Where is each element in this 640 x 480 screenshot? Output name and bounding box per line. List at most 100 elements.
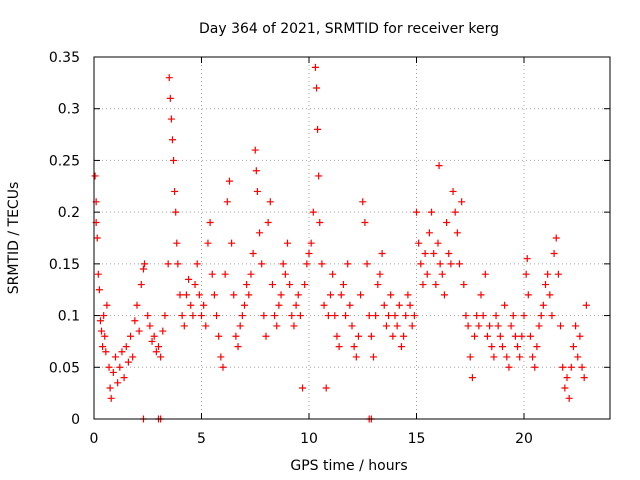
data-point bbox=[471, 332, 479, 340]
data-point bbox=[208, 270, 216, 278]
data-point bbox=[520, 312, 528, 320]
data-point bbox=[311, 63, 319, 71]
data-point bbox=[202, 322, 210, 330]
data-point bbox=[436, 260, 444, 268]
data-points bbox=[91, 63, 590, 423]
data-point bbox=[552, 234, 560, 242]
data-point bbox=[275, 301, 283, 309]
data-point bbox=[400, 332, 408, 340]
data-point bbox=[331, 312, 339, 320]
y-tick-label: 0.3 bbox=[58, 102, 80, 118]
x-tick-label: 5 bbox=[197, 431, 206, 447]
plot-frame bbox=[93, 56, 611, 420]
data-point bbox=[415, 239, 423, 247]
data-point bbox=[178, 312, 186, 320]
data-point bbox=[271, 312, 279, 320]
data-point bbox=[284, 239, 291, 247]
data-point bbox=[137, 281, 145, 289]
data-point bbox=[314, 125, 322, 133]
data-point bbox=[428, 208, 436, 216]
data-point bbox=[565, 394, 573, 402]
data-point bbox=[253, 187, 261, 195]
data-point bbox=[131, 317, 139, 325]
data-point bbox=[537, 312, 545, 320]
data-point bbox=[230, 291, 238, 299]
data-point bbox=[503, 353, 511, 361]
data-point bbox=[496, 332, 504, 340]
data-point bbox=[473, 312, 481, 320]
x-tick-label: 15 bbox=[408, 431, 426, 447]
data-point bbox=[268, 281, 276, 289]
data-point bbox=[451, 208, 459, 216]
data-point bbox=[404, 291, 412, 299]
data-point bbox=[574, 353, 582, 361]
data-point bbox=[219, 363, 227, 371]
data-point bbox=[262, 332, 270, 340]
data-point bbox=[99, 343, 107, 351]
data-point bbox=[166, 94, 174, 102]
data-point bbox=[303, 260, 311, 268]
data-point bbox=[206, 218, 214, 226]
data-point bbox=[135, 327, 143, 335]
axis-ticks bbox=[93, 56, 610, 420]
data-point bbox=[93, 234, 101, 242]
y-tick-label: 0.15 bbox=[49, 257, 80, 273]
data-point bbox=[260, 312, 268, 320]
data-point bbox=[342, 312, 350, 320]
data-point bbox=[352, 353, 360, 361]
data-point bbox=[185, 275, 193, 283]
data-point bbox=[107, 394, 115, 402]
data-point bbox=[456, 260, 463, 268]
data-point bbox=[105, 363, 113, 371]
data-point bbox=[445, 250, 453, 258]
data-point bbox=[397, 343, 405, 351]
data-point bbox=[198, 312, 205, 320]
data-point bbox=[492, 312, 500, 320]
data-point bbox=[507, 322, 515, 330]
data-point bbox=[94, 270, 102, 278]
data-point bbox=[391, 312, 399, 320]
data-point bbox=[228, 239, 236, 247]
data-point bbox=[91, 172, 99, 180]
data-point bbox=[120, 374, 128, 382]
data-point bbox=[320, 301, 328, 309]
data-point bbox=[301, 281, 309, 289]
data-point bbox=[402, 312, 410, 320]
data-point bbox=[423, 270, 431, 278]
data-point bbox=[357, 291, 365, 299]
data-point bbox=[290, 322, 298, 330]
data-point bbox=[148, 337, 156, 345]
data-point bbox=[273, 322, 281, 330]
data-point bbox=[488, 343, 496, 351]
data-point bbox=[299, 384, 307, 392]
data-point bbox=[155, 343, 162, 351]
data-point bbox=[363, 260, 371, 268]
data-point bbox=[174, 260, 182, 268]
data-point bbox=[191, 281, 199, 289]
data-point bbox=[561, 384, 569, 392]
data-point bbox=[329, 270, 337, 278]
data-point bbox=[241, 301, 248, 309]
data-point bbox=[252, 167, 260, 175]
data-point bbox=[167, 115, 175, 123]
data-point bbox=[554, 270, 562, 278]
data-point bbox=[234, 343, 242, 351]
data-point bbox=[215, 332, 223, 340]
data-point bbox=[171, 187, 179, 195]
data-point bbox=[483, 332, 491, 340]
data-point bbox=[173, 239, 181, 247]
grid-lines bbox=[94, 57, 610, 419]
data-point bbox=[243, 281, 251, 289]
data-point bbox=[539, 301, 547, 309]
data-point bbox=[193, 260, 201, 268]
data-point bbox=[385, 312, 393, 320]
y-tick-label: 0.2 bbox=[58, 205, 80, 221]
data-point bbox=[157, 353, 165, 361]
data-point bbox=[413, 208, 420, 216]
data-point bbox=[238, 312, 246, 320]
data-point bbox=[296, 312, 304, 320]
data-point bbox=[103, 301, 111, 309]
data-point bbox=[382, 322, 390, 330]
data-point bbox=[462, 312, 470, 320]
data-point bbox=[523, 255, 531, 263]
